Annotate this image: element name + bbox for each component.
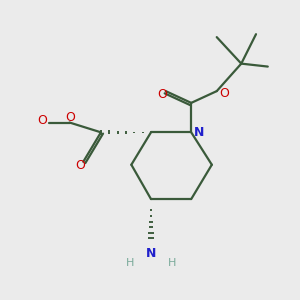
Text: N: N [194, 126, 205, 139]
Text: O: O [220, 87, 230, 100]
Text: O: O [66, 111, 75, 124]
Text: N: N [146, 247, 156, 260]
Text: O: O [75, 159, 85, 172]
Text: O: O [37, 114, 47, 127]
Text: H: H [126, 258, 135, 268]
Text: O: O [157, 88, 167, 100]
Text: H: H [167, 258, 176, 268]
